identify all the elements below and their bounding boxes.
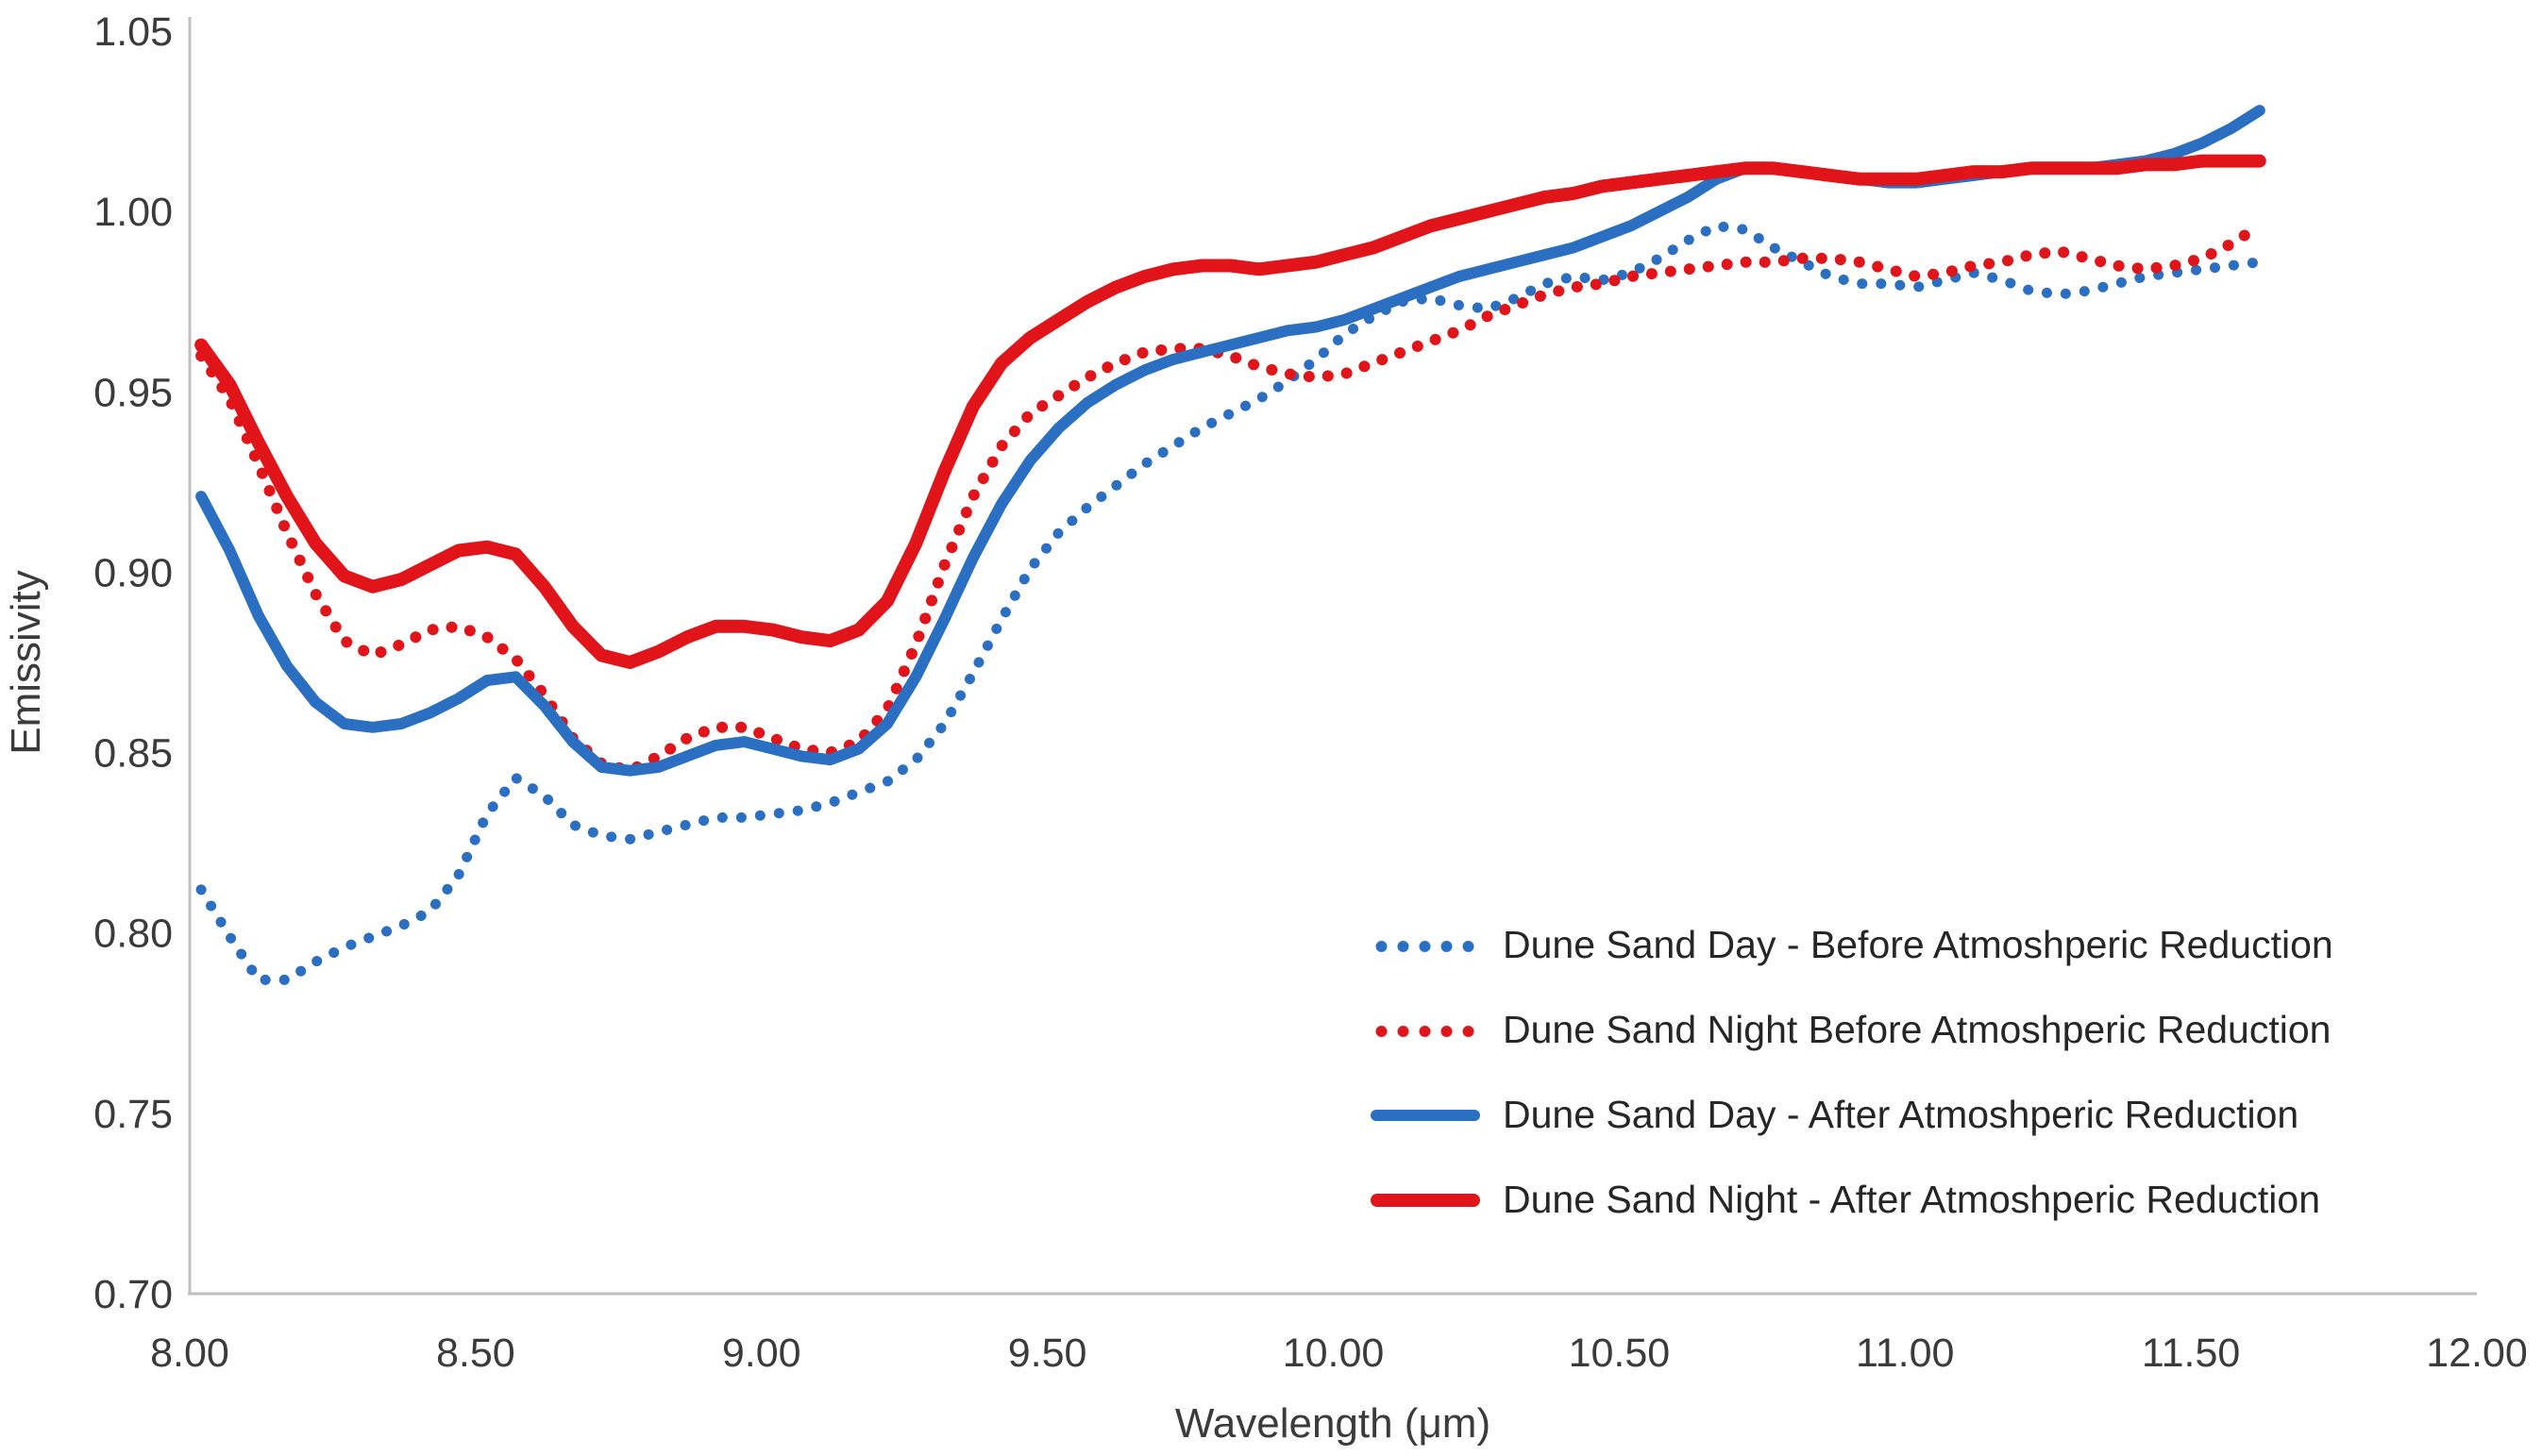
series-line-0	[195, 220, 2265, 985]
series-line-2	[195, 105, 2265, 777]
legend-item-day-after: Dune Sand Day - After Atmoshperic Reduct…	[1371, 1090, 2333, 1140]
x-axis-title: Wavelength (μm)	[1175, 1400, 1490, 1447]
y-tick-label: 0.90	[93, 550, 173, 595]
legend-label: Dune Sand Day - After Atmoshperic Reduct…	[1503, 1093, 2299, 1136]
chart-legend: Dune Sand Day - Before Atmoshperic Reduc…	[1371, 920, 2333, 1225]
x-tick-label: 11.50	[2142, 1330, 2240, 1376]
y-tick-label: 0.70	[93, 1272, 173, 1317]
series-lines	[194, 105, 2266, 985]
axes	[188, 17, 2477, 1296]
y-tick-label: 0.75	[93, 1092, 173, 1137]
x-tick-label: 8.50	[436, 1330, 515, 1376]
legend-swatch-blue-dotted	[1371, 938, 1480, 952]
legend-swatch-blue-solid	[1371, 1109, 1480, 1121]
series-line-1	[195, 220, 2265, 777]
legend-item-night-before: Dune Sand Night Before Atmoshperic Reduc…	[1371, 1005, 2333, 1055]
legend-label: Dune Sand Night - After Atmoshperic Redu…	[1503, 1178, 2321, 1221]
x-tick-label: 9.00	[722, 1330, 801, 1376]
x-tick-label: 12.00	[2426, 1330, 2528, 1376]
y-tick-label: 0.85	[93, 731, 173, 777]
tick-labels: 8.00 8.50 9.00 9.50 10.00 10.50 11.00 11.50 12.0…	[93, 9, 2528, 1376]
x-tick-label: 11.00	[1856, 1330, 1954, 1376]
x-tick-label: 10.00	[1283, 1330, 1385, 1376]
legend-label: Dune Sand Day - Before Atmoshperic Reduc…	[1503, 923, 2333, 966]
x-tick-label: 10.50	[1569, 1330, 1671, 1376]
legend-item-night-after: Dune Sand Night - After Atmoshperic Redu…	[1371, 1175, 2333, 1225]
legend-item-day-before: Dune Sand Day - Before Atmoshperic Reduc…	[1371, 920, 2333, 970]
series-line-3	[194, 154, 2266, 669]
x-tick-label: 8.00	[150, 1330, 229, 1376]
y-tick-label: 0.95	[93, 370, 173, 415]
legend-label: Dune Sand Night Before Atmoshperic Reduc…	[1503, 1008, 2332, 1051]
legend-swatch-red-solid	[1371, 1193, 1480, 1207]
legend-swatch-red-dotted	[1371, 1023, 1480, 1037]
y-tick-label: 1.05	[93, 9, 173, 55]
y-tick-label: 0.80	[93, 912, 173, 957]
x-tick-label: 9.50	[1008, 1330, 1087, 1376]
y-tick-label: 1.00	[93, 190, 173, 235]
y-axis-title: Emissivity	[3, 570, 49, 755]
